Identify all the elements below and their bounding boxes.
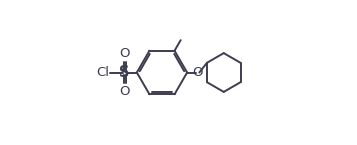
- Text: Cl: Cl: [96, 66, 110, 79]
- Text: O: O: [192, 66, 203, 79]
- Text: O: O: [119, 85, 130, 98]
- Text: O: O: [119, 47, 130, 60]
- Text: S: S: [119, 65, 130, 80]
